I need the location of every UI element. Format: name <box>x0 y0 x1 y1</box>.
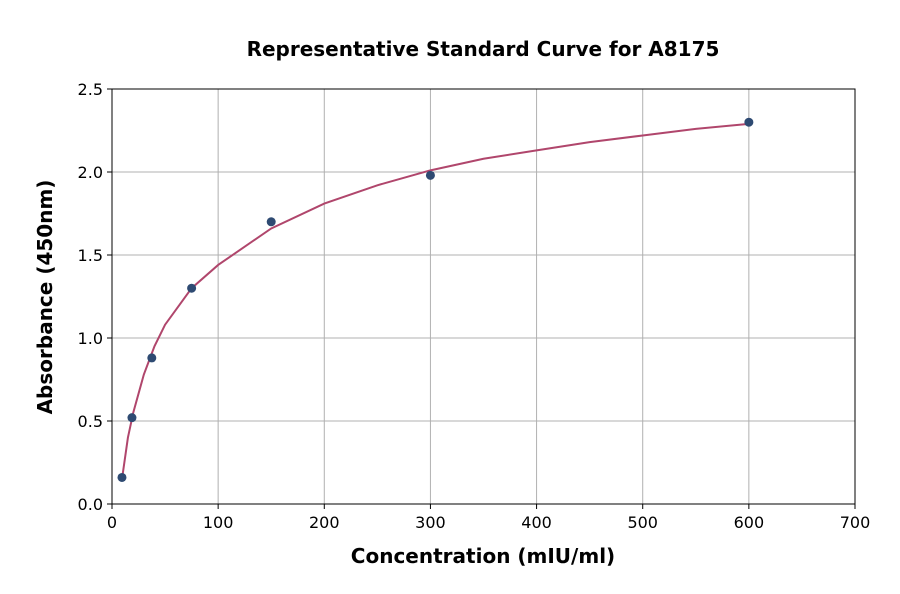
plot-frame <box>111 88 856 505</box>
y-tick-label: 0.0 <box>78 495 103 514</box>
grid <box>111 88 856 505</box>
data-point <box>117 472 127 482</box>
x-tick-label: 500 <box>627 513 658 532</box>
y-tick-label: 1.5 <box>78 246 103 265</box>
axes: 0 100 200 300 400 500 600 700 0.0 0.5 1.0 1.5 2.0 2.5 <box>78 80 871 532</box>
data-point <box>266 217 276 227</box>
data-point <box>187 283 197 293</box>
x-tick-label: 100 <box>203 513 234 532</box>
data-point <box>127 413 137 423</box>
y-tick-label: 2.5 <box>78 80 103 99</box>
x-tick-label: 200 <box>309 513 340 532</box>
data-point <box>425 170 435 180</box>
y-tick-label: 2.0 <box>78 163 103 182</box>
fit-curve-layer <box>120 122 749 480</box>
data-point <box>744 117 754 127</box>
x-tick-label: 700 <box>840 513 871 532</box>
x-tick-label: 300 <box>415 513 446 532</box>
x-axis-label: Concentration (mIU/ml) <box>351 544 615 568</box>
x-tick-label: 400 <box>521 513 552 532</box>
fit-curve <box>120 122 749 480</box>
data-points <box>117 117 754 482</box>
chart-title: Representative Standard Curve for A8175 <box>247 37 720 61</box>
x-tick-label: 0 <box>107 513 117 532</box>
y-tick-label: 0.5 <box>78 412 103 431</box>
data-point <box>147 353 157 363</box>
y-axis-label: Absorbance (450nm) <box>33 180 57 415</box>
x-tick-label: 600 <box>734 513 765 532</box>
y-tick-label: 1.0 <box>78 329 103 348</box>
